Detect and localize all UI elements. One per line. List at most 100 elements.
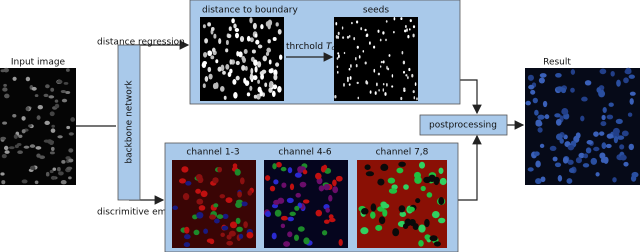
cell [337, 54, 340, 59]
cell [212, 177, 219, 184]
cell [61, 98, 68, 103]
cell [255, 39, 260, 45]
cell [350, 64, 352, 68]
cell [193, 229, 200, 236]
texture [201, 17, 283, 100]
cell [202, 24, 206, 29]
cell [4, 93, 10, 99]
cell [418, 224, 426, 233]
cell [325, 207, 330, 213]
cell [265, 51, 270, 56]
cell [336, 65, 339, 69]
cell [323, 183, 330, 191]
cell [438, 167, 444, 174]
cell [265, 210, 271, 218]
cell [182, 193, 190, 201]
cell [232, 78, 237, 85]
cell [412, 33, 415, 38]
cell [271, 90, 276, 98]
cell [575, 132, 581, 139]
cell [217, 66, 222, 72]
cell [380, 163, 389, 172]
cell [203, 228, 209, 234]
cell [273, 69, 278, 76]
cell [391, 85, 394, 88]
cell [343, 83, 345, 87]
cell [238, 51, 243, 58]
cell [527, 167, 534, 172]
cell [277, 86, 282, 93]
cell [236, 226, 243, 232]
cell [335, 22, 338, 26]
cell [424, 234, 431, 240]
cell [621, 130, 629, 137]
cell [256, 93, 261, 100]
cell [52, 167, 57, 171]
cell [208, 73, 213, 80]
cell [318, 185, 325, 192]
cell [299, 181, 307, 188]
cell [332, 179, 337, 187]
cell [407, 206, 415, 213]
cell [361, 208, 369, 215]
cell [420, 185, 426, 192]
cell [36, 153, 41, 158]
cell [598, 131, 605, 136]
cell [382, 60, 385, 64]
cell [198, 205, 206, 211]
cell [183, 242, 191, 248]
cell [379, 38, 382, 42]
cell [582, 163, 590, 168]
cell [272, 163, 277, 170]
cell [404, 25, 407, 28]
cell [50, 87, 55, 92]
cell [18, 134, 23, 139]
cell [257, 44, 263, 49]
cell [14, 144, 19, 149]
cell [239, 35, 245, 43]
backbone-box [117, 44, 141, 201]
cell [416, 97, 418, 101]
cell [294, 205, 300, 211]
cell [207, 66, 212, 73]
cell [562, 156, 569, 164]
cell [537, 127, 543, 133]
cell [200, 190, 208, 198]
cell [623, 77, 629, 84]
cell [355, 64, 358, 68]
cell [219, 194, 226, 199]
cell [4, 150, 10, 154]
cell [349, 76, 352, 80]
cell [228, 26, 232, 31]
cell [251, 49, 256, 54]
cell [357, 96, 360, 100]
cell [60, 89, 67, 94]
cell [370, 211, 376, 219]
cell [599, 68, 607, 75]
cell [243, 221, 248, 229]
cell [244, 65, 248, 71]
cell [630, 175, 637, 182]
cell [400, 17, 403, 21]
cell [213, 203, 219, 208]
cell [377, 72, 381, 76]
cell [3, 67, 9, 73]
cell [628, 143, 635, 151]
cell [275, 22, 279, 27]
cell [12, 114, 17, 118]
cell [393, 30, 395, 34]
cell [242, 57, 246, 63]
cell [222, 213, 229, 220]
cell [246, 35, 251, 42]
seeds-image [334, 17, 418, 101]
cell [215, 59, 219, 64]
cell [218, 38, 222, 45]
cell [404, 29, 407, 33]
cell [418, 161, 426, 169]
cell [315, 172, 322, 180]
cell [229, 221, 238, 229]
cell [366, 33, 369, 37]
cell [259, 89, 263, 97]
distance-label: distance to boundary [202, 6, 298, 16]
cell [439, 177, 447, 186]
